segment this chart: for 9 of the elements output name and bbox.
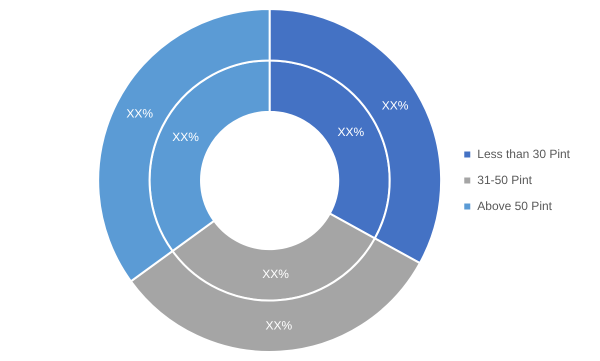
data-label: XX% — [172, 130, 200, 144]
data-label: XX% — [265, 318, 292, 332]
legend-label: Less than 30 Pint — [477, 146, 571, 161]
data-label: XX% — [126, 106, 154, 121]
legend-label: Above 50 Pint — [477, 198, 553, 213]
legend-label: 31-50 Pint — [477, 172, 533, 187]
data-label: XX% — [262, 266, 290, 281]
data-label: XX% — [382, 98, 409, 113]
data-label: XX% — [337, 124, 364, 139]
